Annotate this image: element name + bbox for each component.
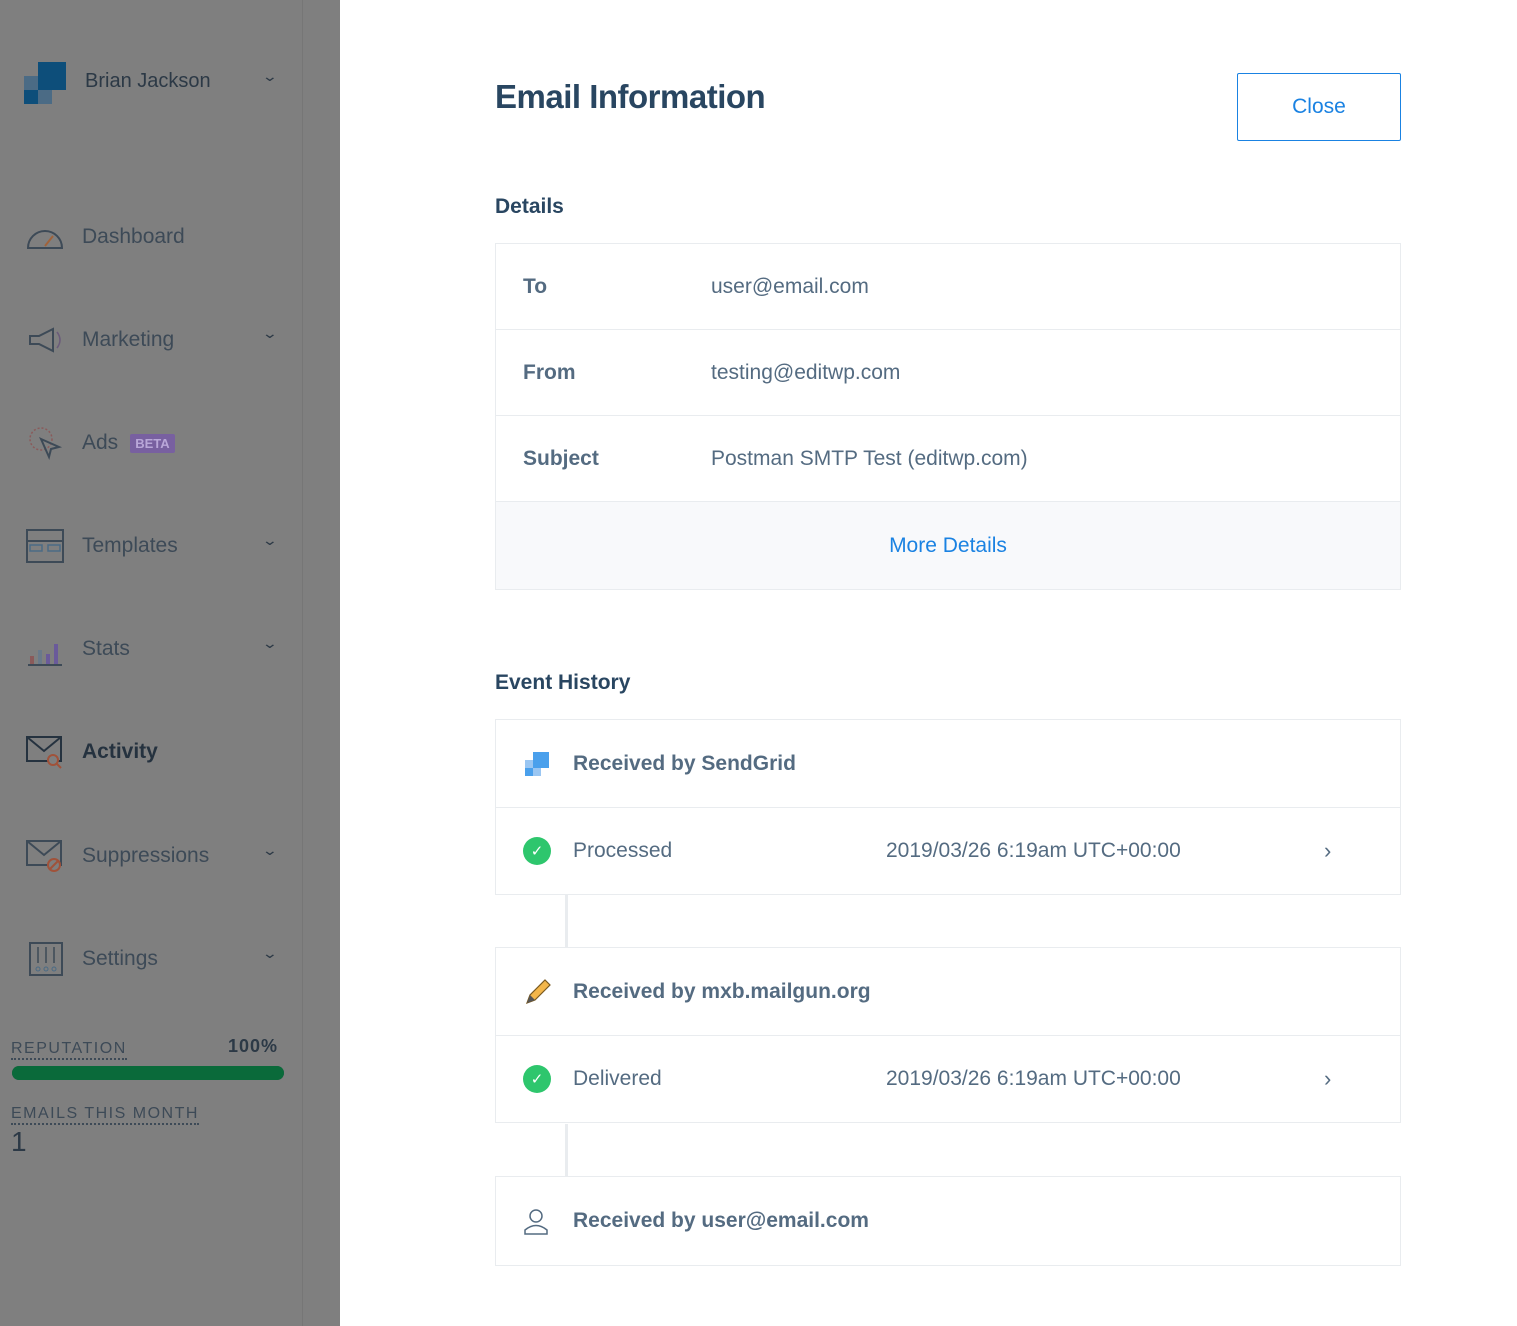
event-group-header: Received by SendGrid (496, 720, 1400, 807)
event-time: 2019/03/26 6:19am UTC+00:00 (886, 839, 1181, 862)
detail-row-subject: Subject Postman SMTP Test (editwp.com) (496, 416, 1400, 502)
reputation-label: REPUTATION (11, 1040, 127, 1060)
timeline-connector (565, 1124, 568, 1176)
chevron-down-icon[interactable]: ⌄ (261, 68, 279, 84)
chevron-down-icon[interactable]: ⌄ (261, 635, 279, 651)
details-card: To user@email.com From testing@editwp.com … (495, 243, 1401, 590)
megaphone-icon (26, 321, 64, 359)
user-icon (523, 1207, 573, 1235)
sendgrid-icon (523, 750, 573, 778)
account-name[interactable]: Brian Jackson (85, 70, 211, 92)
chevron-down-icon[interactable]: ⌄ (261, 842, 279, 858)
bar-chart-icon (26, 630, 64, 668)
sendgrid-logo (24, 62, 68, 106)
sidebar-item-label: Suppressions (82, 844, 210, 867)
sidebar: Brian Jackson ⌄ Dashboard Marketing ⌄ Ad… (0, 0, 340, 1326)
envelope-blocked-icon (26, 837, 64, 875)
details-heading: Details (495, 195, 564, 218)
detail-key: Subject (523, 446, 599, 470)
chevron-down-icon[interactable]: ⌄ (261, 945, 279, 961)
event-group: Received by user@email.com (495, 1176, 1401, 1266)
sidebar-item-marketing[interactable]: Marketing (26, 321, 174, 359)
event-group: Received by mxb.mailgun.org ✓ Delivered … (495, 947, 1401, 1123)
sidebar-item-label: Dashboard (82, 225, 185, 248)
detail-value: Postman SMTP Test (editwp.com) (711, 446, 1028, 470)
beta-badge: BETA (130, 433, 175, 453)
sidebar-item-settings[interactable]: Settings (26, 940, 158, 978)
reputation-bar-fill (12, 1066, 284, 1080)
check-circle-icon: ✓ (523, 837, 551, 865)
sidebar-divider (302, 0, 303, 1326)
account-logo[interactable] (24, 62, 68, 106)
page-title: Email Information (495, 78, 766, 115)
more-details-link[interactable]: More Details (496, 502, 1400, 589)
detail-key: From (523, 360, 576, 384)
pencil-icon (523, 977, 573, 1007)
cursor-target-icon (26, 424, 64, 462)
detail-key: To (523, 274, 548, 298)
reputation-bar (12, 1066, 284, 1080)
event-group-title: Received by user@email.com (573, 1209, 869, 1232)
sidebar-item-label: Templates (82, 534, 178, 557)
chevron-right-icon[interactable]: › (1324, 838, 1332, 863)
sidebar-item-stats[interactable]: Stats (26, 630, 130, 668)
sidebar-item-label: Marketing (82, 328, 175, 351)
event-group-header: Received by user@email.com (496, 1177, 1400, 1265)
event-group-title: Received by SendGrid (573, 751, 796, 775)
event-group-header: Received by mxb.mailgun.org (496, 948, 1400, 1035)
sidebar-item-ads[interactable]: Ads BETA (26, 424, 175, 462)
event-row[interactable]: ✓ Processed 2019/03/26 6:19am UTC+00:00 … (496, 807, 1400, 894)
sidebar-item-label: Ads BETA (82, 431, 175, 455)
event-status: Processed (573, 839, 673, 862)
sidebar-item-label: Activity (82, 740, 158, 763)
sidebar-item-activity[interactable]: Activity (26, 733, 158, 771)
event-time: 2019/03/26 6:19am UTC+00:00 (886, 1067, 1181, 1090)
chevron-down-icon[interactable]: ⌄ (261, 532, 279, 548)
detail-value: user@email.com (711, 274, 869, 298)
event-row[interactable]: ✓ Delivered 2019/03/26 6:19am UTC+00:00 … (496, 1035, 1400, 1122)
detail-row-from: From testing@editwp.com (496, 330, 1400, 416)
reputation-value: 100% (228, 1036, 279, 1056)
event-group: Received by SendGrid ✓ Processed 2019/03… (495, 719, 1401, 895)
templates-icon (26, 527, 64, 565)
timeline-connector (565, 895, 568, 947)
speedometer-icon (26, 218, 64, 256)
sliders-icon (26, 940, 64, 978)
event-status: Delivered (573, 1067, 662, 1090)
event-history-heading: Event History (495, 671, 631, 694)
emails-this-month-label: EMAILS THIS MONTH (11, 1105, 199, 1125)
sidebar-item-dashboard[interactable]: Dashboard (26, 218, 185, 256)
event-group-title: Received by mxb.mailgun.org (573, 979, 871, 1003)
chevron-right-icon[interactable]: › (1324, 1066, 1332, 1091)
chevron-down-icon[interactable]: ⌄ (261, 325, 279, 341)
check-circle-icon: ✓ (523, 1065, 551, 1093)
envelope-search-icon (26, 733, 64, 771)
emails-this-month-value: 1 (11, 1126, 27, 1157)
detail-value: testing@editwp.com (711, 360, 901, 384)
sidebar-item-templates[interactable]: Templates (26, 527, 178, 565)
detail-row-to: To user@email.com (496, 244, 1400, 330)
sidebar-item-label: Stats (82, 637, 130, 660)
close-button[interactable]: Close (1237, 73, 1401, 141)
sidebar-item-suppressions[interactable]: Suppressions (26, 837, 209, 875)
sidebar-item-label: Settings (82, 947, 158, 970)
